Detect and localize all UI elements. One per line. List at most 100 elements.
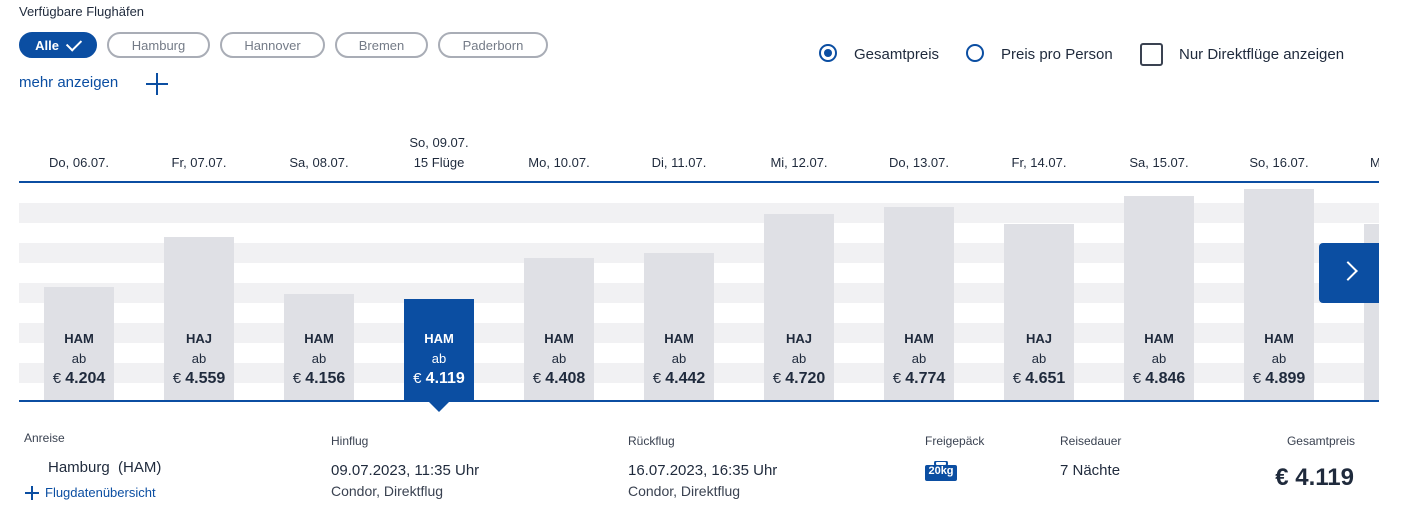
price-bar[interactable]: HAJ ab € 4.559 <box>164 237 234 400</box>
arrival-label: Anreise <box>24 431 65 445</box>
bar-price: € 4.156 <box>284 370 354 388</box>
bar-from-label: ab <box>1031 351 1047 366</box>
date-label[interactable]: So, 16.07. <box>1249 155 1309 170</box>
date-label[interactable]: Do, 06.07. <box>49 155 109 170</box>
bar-from-label: ab <box>911 351 927 366</box>
date-label[interactable]: Mo, 10.07. <box>528 155 590 170</box>
radio-price-per-person[interactable] <box>966 44 984 62</box>
radio-total-price[interactable] <box>819 44 837 62</box>
bar-airport-code: HAM <box>424 331 454 346</box>
bar-currency: € <box>52 370 66 387</box>
return-carrier: Condor, Direktflug <box>628 483 741 499</box>
outbound-carrier: Condor, Direktflug <box>331 483 444 499</box>
price-bar[interactable]: HAJ ab € 4.720 <box>764 214 834 400</box>
direct-flights-checkbox[interactable] <box>1140 43 1163 66</box>
bar-airport-code: HAM <box>64 331 94 346</box>
bar-from-label: ab <box>1271 351 1287 366</box>
date-label[interactable]: Sa, 15.07. <box>1129 155 1189 170</box>
bar-price: € 4.559 <box>164 370 234 388</box>
bar-currency: € <box>1012 370 1026 387</box>
arrival-value: Hamburg (HAM) <box>48 459 162 476</box>
plus-icon[interactable] <box>145 72 169 96</box>
price-bar[interactable]: HAM ab € 4.156 <box>284 294 354 400</box>
duration-value: 7 Nächte <box>1060 462 1121 479</box>
price-bar[interactable]: HAM ab € 4.846 <box>1124 196 1194 400</box>
price-bar-selected[interactable]: HAM ab € 4.119 <box>404 299 474 400</box>
flight-overview-link[interactable]: Flugdatenübersicht <box>25 485 156 500</box>
bar-airport-code: HAJ <box>185 331 212 346</box>
baggage-label: Freigepäck <box>925 434 985 448</box>
bar-currency: € <box>292 370 306 387</box>
bar-price: € 4.846 <box>1124 370 1194 388</box>
date-label[interactable]: Mi, 12.07. <box>770 155 828 170</box>
bar-price-amount: 4.720 <box>785 370 826 387</box>
bar-price-amount: 4.408 <box>545 370 586 387</box>
radio-total-price-label: Gesamtpreis <box>854 46 940 63</box>
price-bar[interactable]: HAJ ab € 4.651 <box>1004 224 1074 400</box>
bar-currency: € <box>1252 370 1266 387</box>
bar-price: € 4.651 <box>1004 370 1074 388</box>
bar-currency: € <box>1132 370 1146 387</box>
date-label[interactable]: Di, 11.07. <box>651 155 707 170</box>
bar-currency: € <box>892 370 906 387</box>
radio-price-per-person-label: Preis pro Person <box>1001 46 1113 63</box>
selected-date: So, 09.07. <box>409 135 469 150</box>
bar-from-label: ab <box>191 351 207 366</box>
price-bar[interactable]: HAM ab € 4.442 <box>644 253 714 400</box>
bar-price-amount: 4.204 <box>65 370 106 387</box>
bar-currency: € <box>172 370 186 387</box>
flight-overview-label: Flugdatenübersicht <box>45 485 156 500</box>
bar-price-amount: 4.156 <box>305 370 346 387</box>
check-icon <box>65 34 83 52</box>
date-divider <box>19 181 1379 183</box>
bar-from-label: ab <box>551 351 567 366</box>
price-bar[interactable]: HAM ab € 4.774 <box>884 207 954 400</box>
grid-stripe <box>19 203 1379 223</box>
bar-currency: € <box>652 370 666 387</box>
bar-from-label: ab <box>311 351 327 366</box>
next-dates-button[interactable] <box>1319 243 1379 303</box>
bar-from-label: ab <box>431 351 447 366</box>
date-label[interactable]: Do, 13.07. <box>889 155 949 170</box>
price-bar[interactable]: HAM ab € 4.408 <box>524 258 594 400</box>
bar-airport-code: HAJ <box>1025 331 1052 346</box>
bar-airport-code: HAM <box>1144 331 1174 346</box>
bar-price-amount: 4.774 <box>905 370 946 387</box>
date-label[interactable]: Sa, 08.07. <box>289 155 349 170</box>
chip-hannover[interactable]: Hannover <box>220 32 325 58</box>
chevron-right-icon <box>1338 261 1358 281</box>
chip-all-label: Alle <box>35 37 59 53</box>
bar-price: € <box>1364 370 1379 388</box>
bar-currency: € <box>532 370 546 387</box>
chip-hamburg[interactable]: Hamburg <box>107 32 210 58</box>
bar-price-amount: 4.651 <box>1025 370 1066 387</box>
bar-currency: € <box>772 370 786 387</box>
date-label-partial[interactable]: M <box>1370 155 1379 170</box>
bar-price: € 4.204 <box>44 370 114 388</box>
bar-airport-code: HAJ <box>785 331 812 346</box>
bar-price-amount: 4.442 <box>665 370 706 387</box>
selection-pointer <box>429 402 449 412</box>
plus-icon <box>25 486 39 500</box>
bar-price: € 4.720 <box>764 370 834 388</box>
chip-paderborn[interactable]: Paderborn <box>438 32 548 58</box>
date-label[interactable]: Fr, 14.07. <box>1011 155 1067 170</box>
price-chart: HAM ab € 4.204 HAJ ab € 4.559 HAM ab € 4.156 HAM a… <box>19 183 1379 400</box>
chart-baseline <box>19 400 1379 402</box>
duration-label: Reisedauer <box>1060 434 1122 448</box>
total-price: € 4.119 <box>1275 464 1354 491</box>
flight-count: 15 Flüge <box>413 155 465 170</box>
airports-title: Verfügbare Flughäfen <box>19 4 145 19</box>
price-bar[interactable]: HAM ab € 4.204 <box>44 287 114 400</box>
price-bar[interactable]: HAM ab € 4.899 <box>1244 189 1314 400</box>
bar-airport-code: HAM <box>544 331 574 346</box>
bar-airport-code: HAM <box>1264 331 1294 346</box>
chip-all[interactable]: Alle <box>19 32 97 58</box>
date-label-selected[interactable]: So, 09.07. 15 Flüge <box>379 133 499 173</box>
total-label: Gesamtpreis <box>1286 434 1355 448</box>
direct-flights-label: Nur Direktflüge anzeigen <box>1179 46 1345 63</box>
chip-bremen[interactable]: Bremen <box>335 32 428 58</box>
more-airports-link[interactable]: mehr anzeigen <box>19 74 119 91</box>
bar-from-label: ab <box>671 351 687 366</box>
date-label[interactable]: Fr, 07.07. <box>171 155 227 170</box>
